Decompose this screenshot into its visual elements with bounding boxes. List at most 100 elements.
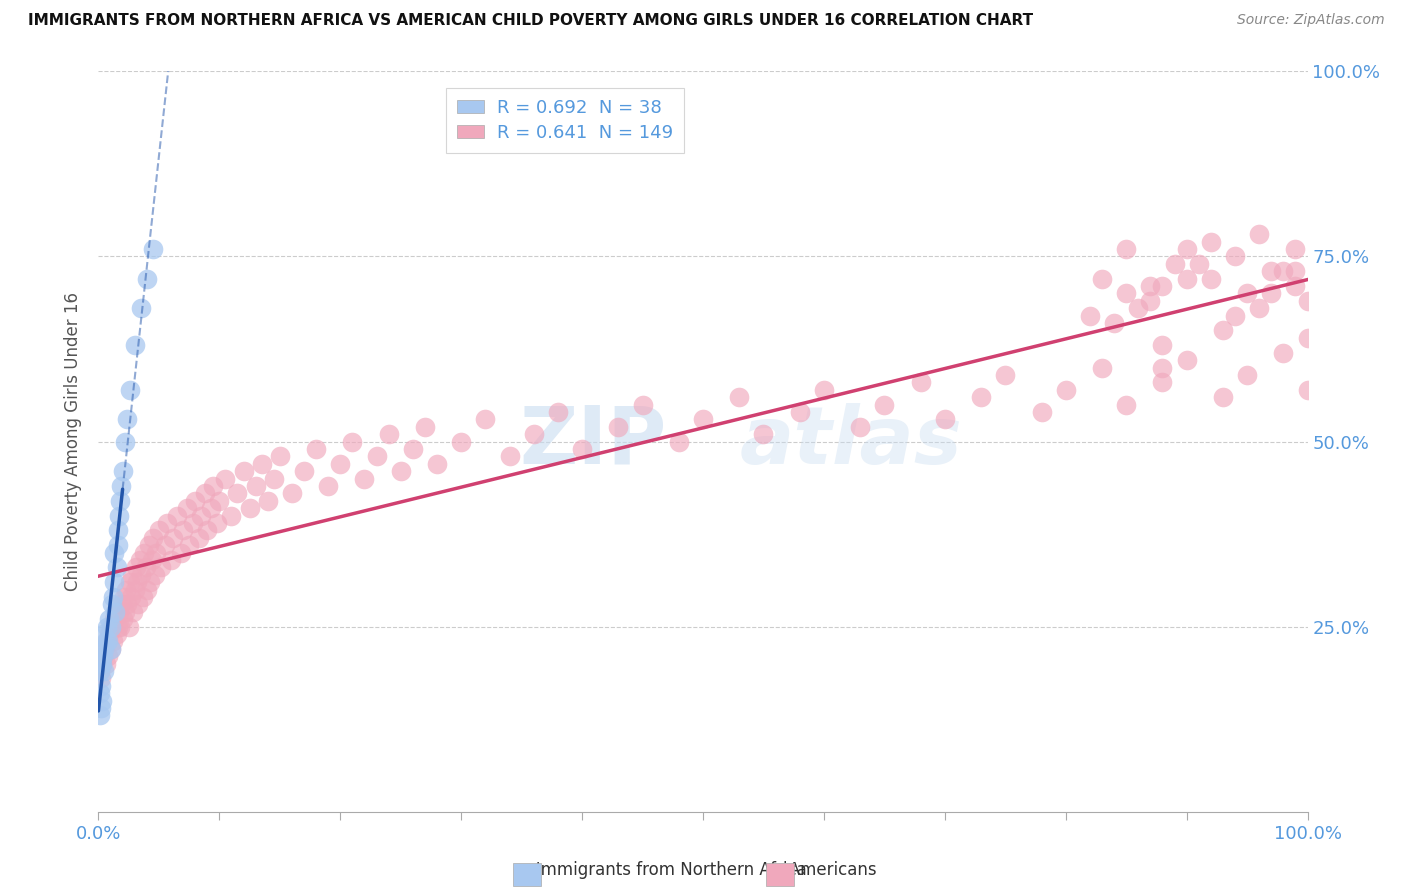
Point xyxy=(1091,271,1114,285)
Point xyxy=(107,524,129,538)
Point xyxy=(90,701,112,715)
Point xyxy=(139,575,162,590)
Point xyxy=(1260,264,1282,278)
Point xyxy=(127,575,149,590)
Point xyxy=(305,442,328,456)
Point xyxy=(202,479,225,493)
Point xyxy=(100,598,122,612)
Point xyxy=(970,390,993,404)
Point xyxy=(108,619,131,633)
Point xyxy=(114,605,136,619)
Point xyxy=(402,442,425,456)
Point xyxy=(226,486,249,500)
Point xyxy=(135,271,157,285)
Point xyxy=(1236,286,1258,301)
Point xyxy=(214,471,236,485)
Y-axis label: Child Poverty Among Girls Under 16: Child Poverty Among Girls Under 16 xyxy=(65,292,83,591)
Point xyxy=(195,524,218,538)
Point xyxy=(474,412,496,426)
Point xyxy=(91,641,114,656)
Point xyxy=(111,612,134,626)
Point xyxy=(142,242,165,256)
Point xyxy=(498,450,520,464)
Point xyxy=(1139,293,1161,308)
Point xyxy=(269,450,291,464)
Point xyxy=(93,664,115,678)
Point xyxy=(1199,235,1222,249)
Point xyxy=(121,567,143,582)
Point xyxy=(100,619,122,633)
Point xyxy=(143,567,166,582)
Point xyxy=(292,464,315,478)
Point xyxy=(91,657,114,671)
Point xyxy=(181,516,204,530)
Point xyxy=(389,464,412,478)
Point xyxy=(129,301,152,316)
Point xyxy=(1212,390,1234,404)
Point xyxy=(1284,279,1306,293)
Point xyxy=(91,694,114,708)
Point xyxy=(849,419,872,434)
Point xyxy=(366,450,388,464)
Point xyxy=(93,641,115,656)
Point xyxy=(1212,324,1234,338)
Point xyxy=(1102,316,1125,330)
Point xyxy=(413,419,436,434)
Point xyxy=(1115,398,1137,412)
Point xyxy=(232,464,254,478)
Point xyxy=(450,434,472,449)
Point xyxy=(91,657,114,671)
Point xyxy=(156,516,179,530)
Point xyxy=(1152,279,1174,293)
Text: Immigrants from Northern Africa: Immigrants from Northern Africa xyxy=(520,861,807,879)
Point xyxy=(105,560,128,574)
Point xyxy=(125,560,148,574)
Point xyxy=(245,479,267,493)
Point xyxy=(1128,301,1150,316)
Point xyxy=(90,679,112,693)
Point xyxy=(101,590,124,604)
Point xyxy=(135,582,157,597)
Point xyxy=(150,560,173,574)
Point xyxy=(91,627,114,641)
Point xyxy=(166,508,188,523)
Point xyxy=(668,434,690,449)
Point xyxy=(118,619,141,633)
Point xyxy=(89,664,111,678)
Point xyxy=(118,383,141,397)
Point xyxy=(160,553,183,567)
Point xyxy=(94,634,117,648)
Point xyxy=(190,508,212,523)
Point xyxy=(103,612,125,626)
Point xyxy=(752,427,775,442)
Point xyxy=(89,708,111,723)
Point xyxy=(169,546,191,560)
Point xyxy=(1284,264,1306,278)
Point xyxy=(256,493,278,508)
Text: Americans: Americans xyxy=(773,861,877,879)
Point xyxy=(205,516,228,530)
Point xyxy=(108,493,131,508)
Point xyxy=(1223,250,1246,264)
Point xyxy=(200,501,222,516)
Point xyxy=(1249,227,1271,242)
Point xyxy=(115,582,138,597)
Point xyxy=(124,338,146,352)
Point xyxy=(1175,353,1198,368)
Point xyxy=(172,524,194,538)
Point xyxy=(789,405,811,419)
Point xyxy=(100,641,122,656)
Point xyxy=(1284,242,1306,256)
Point xyxy=(187,531,209,545)
Point xyxy=(692,412,714,426)
Point xyxy=(124,582,146,597)
Point xyxy=(426,457,449,471)
Point xyxy=(94,657,117,671)
Point xyxy=(1272,264,1295,278)
Point xyxy=(110,598,132,612)
Point xyxy=(208,493,231,508)
Point xyxy=(90,672,112,686)
Point xyxy=(89,664,111,678)
Point xyxy=(1152,338,1174,352)
Point xyxy=(117,412,139,426)
